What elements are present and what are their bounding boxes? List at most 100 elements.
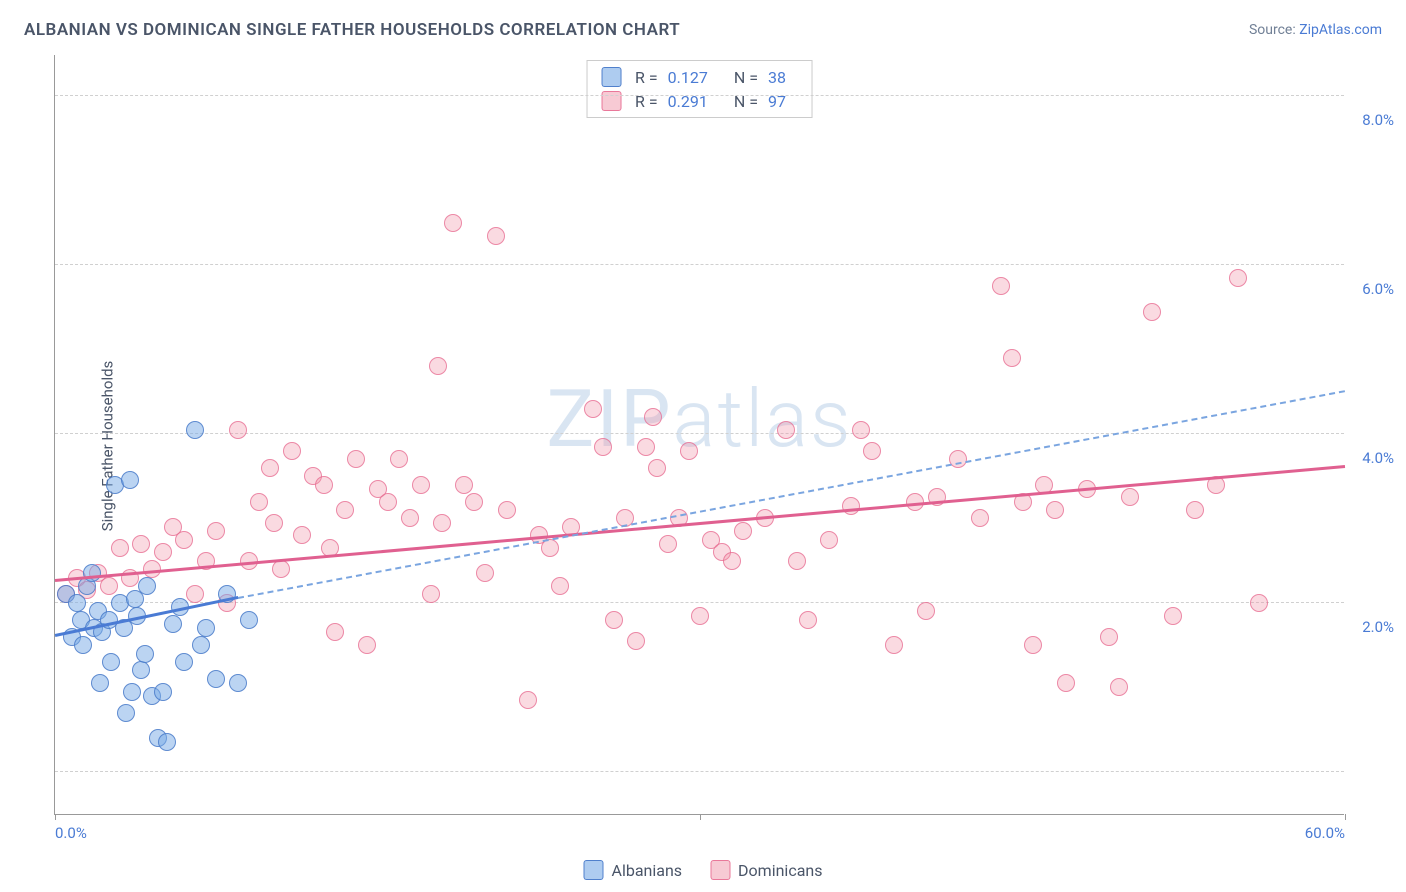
data-point	[136, 645, 154, 663]
data-point	[1143, 303, 1161, 321]
data-point	[627, 632, 645, 650]
data-point	[433, 514, 451, 532]
data-point	[158, 733, 176, 751]
data-point	[723, 552, 741, 570]
data-point	[971, 509, 989, 527]
data-point	[1186, 501, 1204, 519]
legend-item-dominicans: Dominicans	[710, 860, 822, 880]
data-point	[229, 421, 247, 439]
chart-title: ALBANIAN VS DOMINICAN SINGLE FATHER HOUS…	[24, 20, 680, 40]
data-point	[551, 577, 569, 595]
data-point	[605, 611, 623, 629]
legend-label: Albanians	[612, 861, 683, 880]
x-tick-mark	[1345, 814, 1346, 820]
data-point	[680, 442, 698, 460]
data-point	[777, 421, 795, 439]
data-point	[347, 450, 365, 468]
data-point	[788, 552, 806, 570]
grid-line	[55, 602, 1344, 603]
data-point	[1024, 636, 1042, 654]
x-tick-mark	[55, 814, 56, 820]
data-point	[992, 277, 1010, 295]
data-point	[863, 442, 881, 460]
data-point	[1229, 269, 1247, 287]
data-point	[207, 522, 225, 540]
data-point	[272, 560, 290, 578]
data-point	[68, 594, 86, 612]
data-point	[121, 471, 139, 489]
data-point	[734, 522, 752, 540]
source-link[interactable]: ZipAtlas.com	[1299, 22, 1382, 38]
n-label: N =	[734, 68, 758, 87]
data-point	[594, 438, 612, 456]
data-point	[1121, 488, 1139, 506]
data-point	[315, 476, 333, 494]
x-tick-mark	[700, 814, 701, 820]
data-point	[240, 611, 258, 629]
data-point	[1046, 501, 1064, 519]
r-value: 0.127	[668, 68, 708, 87]
data-point	[91, 674, 109, 692]
data-point	[644, 408, 662, 426]
data-point	[1164, 607, 1182, 625]
y-tick-label: 4.0%	[1362, 449, 1394, 467]
data-point	[111, 539, 129, 557]
data-point	[637, 438, 655, 456]
swatch-icon	[710, 860, 730, 880]
data-point	[852, 421, 870, 439]
data-point	[1003, 349, 1021, 367]
data-point	[229, 674, 247, 692]
data-point	[102, 653, 120, 671]
data-point	[207, 670, 225, 688]
data-point	[192, 636, 210, 654]
data-point	[691, 607, 709, 625]
data-point	[123, 683, 141, 701]
grid-line	[55, 771, 1344, 772]
data-point	[175, 653, 193, 671]
data-point	[164, 615, 182, 633]
bottom-legend: Albanians Dominicans	[584, 860, 823, 880]
data-point	[412, 476, 430, 494]
data-point	[476, 564, 494, 582]
data-point	[1100, 628, 1118, 646]
y-tick-label: 8.0%	[1362, 111, 1394, 129]
x-tick-label: 60.0%	[1305, 824, 1345, 842]
data-point	[401, 509, 419, 527]
data-point	[154, 543, 172, 561]
data-point	[265, 514, 283, 532]
data-point	[648, 459, 666, 477]
data-point	[175, 531, 193, 549]
data-point	[584, 400, 602, 418]
data-point	[820, 531, 838, 549]
swatch-icon	[584, 860, 604, 880]
legend-label: Dominicans	[738, 861, 822, 880]
data-point	[390, 450, 408, 468]
data-point	[117, 704, 135, 722]
trend-line	[55, 465, 1345, 581]
data-point	[132, 661, 150, 679]
data-point	[283, 442, 301, 460]
data-point	[444, 214, 462, 232]
data-point	[519, 691, 537, 709]
data-point	[250, 493, 268, 511]
data-point	[336, 501, 354, 519]
x-tick-label: 0.0%	[55, 824, 87, 842]
watermark: ZIPatlas	[546, 372, 852, 466]
data-point	[197, 619, 215, 637]
data-point	[293, 526, 311, 544]
data-point	[487, 227, 505, 245]
stats-row-albanians: R = 0.127 N = 38	[601, 65, 798, 89]
data-point	[917, 602, 935, 620]
data-point	[429, 357, 447, 375]
stats-legend-box: R = 0.127 N = 38 R = 0.291 N = 97	[586, 60, 813, 118]
data-point	[186, 585, 204, 603]
data-point	[138, 577, 156, 595]
data-point	[326, 623, 344, 641]
grid-line	[55, 433, 1344, 434]
y-tick-label: 2.0%	[1362, 618, 1394, 636]
data-point	[498, 501, 516, 519]
grid-line	[55, 95, 1344, 96]
data-point	[455, 476, 473, 494]
data-point	[885, 636, 903, 654]
swatch-icon	[601, 67, 621, 87]
